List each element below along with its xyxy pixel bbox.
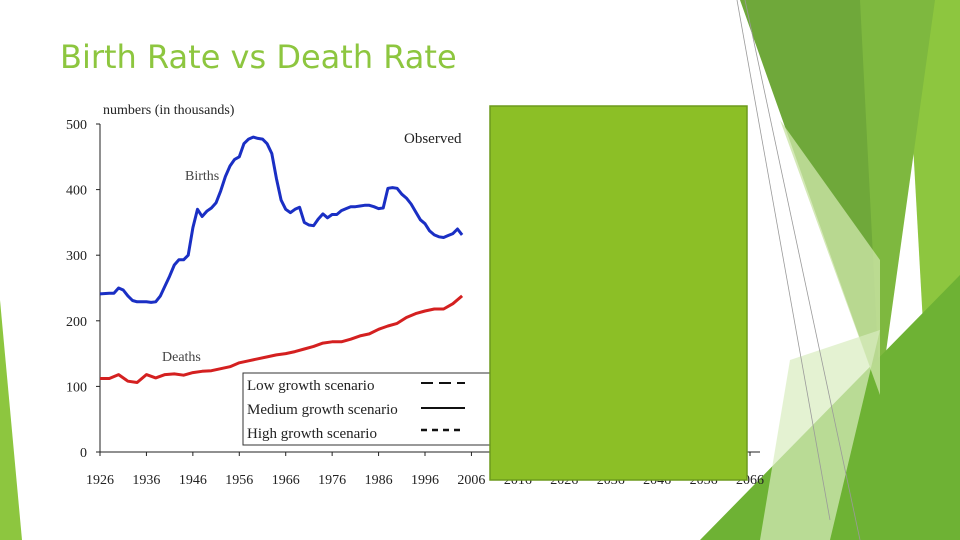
legend-label-medium: Medium growth scenario [247,402,398,418]
deco-green-left-sliver [0,300,22,540]
y-tick-label: 0 [80,446,87,461]
deco-green-triangle-pale [760,330,880,540]
deaths-annotation: Deaths [162,350,201,365]
y-ticks: 0 100 200 300 400 500 [66,118,100,461]
y-tick-label: 400 [66,184,87,199]
observed-annotation: Observed [404,131,462,147]
x-tick-label: 1996 [411,473,439,488]
x-tick-label: 1946 [179,473,207,488]
deaths-series-line [100,294,464,384]
x-tick-label: 2006 [457,473,485,488]
y-axis-label: numbers (in thousands) [103,103,235,118]
legend-label-low: Low growth scenario [247,378,374,394]
green-cover-box [489,105,748,481]
births-series-line [99,135,464,304]
x-tick-label: 1966 [272,473,300,488]
y-tick-label: 500 [66,118,87,133]
legend-label-high: High growth scenario [247,426,377,442]
births-annotation: Births [185,169,219,184]
x-tick-label: 1976 [318,473,346,488]
x-tick-label: 1956 [225,473,253,488]
legend: Low growth scenario Medium growth scenar… [242,372,491,446]
y-tick-label: 100 [66,380,87,395]
x-tick-label: 1926 [86,473,114,488]
y-tick-label: 200 [66,315,87,330]
x-tick-label: 1936 [132,473,160,488]
x-tick-label: 1986 [365,473,393,488]
y-tick-label: 300 [66,249,87,264]
deco-thin-line-2 [744,0,861,540]
deco-green-triangle-light [780,120,880,395]
slide-title: Birth Rate vs Death Rate [60,38,457,76]
deco-thin-line-1 [736,0,831,521]
